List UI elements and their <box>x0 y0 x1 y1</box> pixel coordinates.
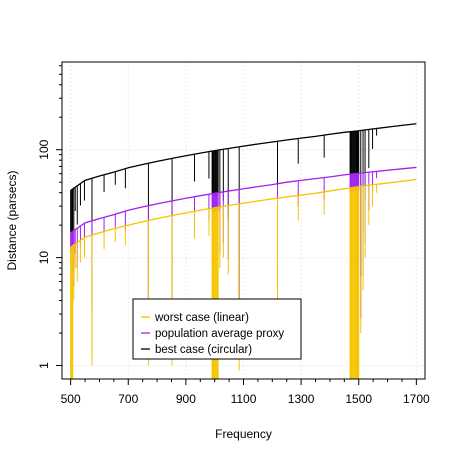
x-tick-label: 1700 <box>403 392 430 406</box>
x-tick-label: 700 <box>118 392 138 406</box>
series-line <box>70 166 417 234</box>
y-axis-label: Distance (parsecs) <box>5 170 19 270</box>
x-tick-label: 1500 <box>345 392 372 406</box>
y-tick-label: 100 <box>37 139 51 159</box>
x-tick-label: 1100 <box>231 392 257 406</box>
y-tick-label: 10 <box>37 251 51 265</box>
y-axis: 1 10 100 <box>37 65 62 369</box>
legend-label: worst case (linear) <box>154 312 249 324</box>
x-tick-label: 500 <box>61 392 81 406</box>
legend-label: population average proxy <box>155 328 284 340</box>
y-tick-label: 1 <box>37 362 51 369</box>
legend: worst case (linear) population average pr… <box>132 298 302 360</box>
x-axis: 500 700 900 1100 1300 1500 1700 <box>61 379 430 406</box>
legend-box <box>132 298 302 360</box>
x-tick-label: 1300 <box>288 392 315 406</box>
x-tick-label: 900 <box>176 392 196 406</box>
x-axis-label: Frequency <box>215 427 272 441</box>
series-line <box>70 123 417 191</box>
legend-label: best case (circular) <box>155 344 252 356</box>
